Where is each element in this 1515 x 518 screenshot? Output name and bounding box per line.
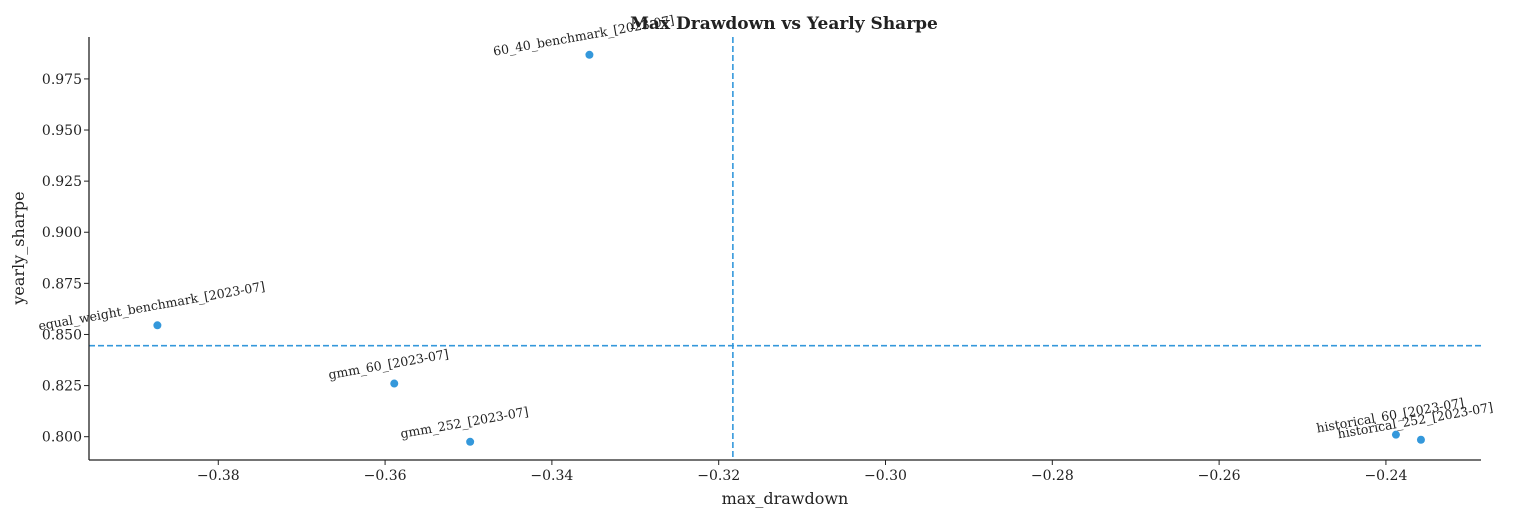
scatter-point <box>390 379 399 388</box>
y-axis-label: yearly_sharpe <box>9 191 28 305</box>
y-tick-label: 0.925 <box>42 174 82 190</box>
x-tick-label: −0.24 <box>1364 468 1407 484</box>
y-axis-ticks: 0.800 0.825 0.850 0.875 0.900 0.925 0.950 0.975 <box>42 72 89 446</box>
x-tick-label: −0.26 <box>1198 468 1241 484</box>
x-tick-label: −0.30 <box>864 468 907 484</box>
y-tick-label: 0.875 <box>42 276 82 292</box>
y-tick-label: 0.900 <box>42 225 82 241</box>
scatter-point <box>1391 430 1400 439</box>
scatter-point <box>585 50 594 59</box>
x-axis-label: max_drawdown <box>722 489 849 508</box>
y-tick-label: 0.850 <box>42 327 82 343</box>
x-tick-label: −0.32 <box>697 468 740 484</box>
y-tick-label: 0.950 <box>42 123 82 139</box>
point-label: gmm_252_[2023-07] <box>399 404 529 441</box>
y-tick-label: 0.800 <box>42 430 82 446</box>
scatter-point <box>1416 435 1425 444</box>
y-tick-label: 0.975 <box>42 72 82 88</box>
point-label: 60_40_benchmark_[2023-07] <box>492 12 675 59</box>
y-tick-label: 0.825 <box>42 379 82 395</box>
x-tick-label: −0.28 <box>1031 468 1074 484</box>
chart-title: Max Drawdown vs Yearly Sharpe <box>630 14 938 34</box>
scatter-point <box>466 437 475 446</box>
x-tick-label: −0.38 <box>197 468 240 484</box>
scatter-point <box>153 321 162 330</box>
point-label: gmm_60_[2023-07] <box>327 346 450 382</box>
x-tick-label: −0.34 <box>530 468 573 484</box>
x-tick-label: −0.36 <box>364 468 407 484</box>
x-axis-ticks: −0.38 −0.36 −0.34 −0.32 −0.30 −0.28 −0.26 −0.24 <box>197 460 1407 484</box>
